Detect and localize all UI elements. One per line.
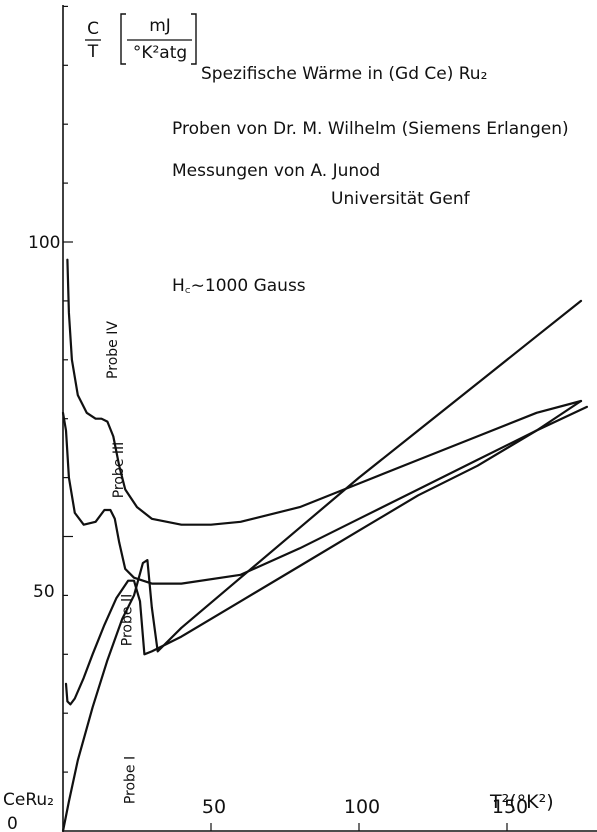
y-label-unit-top: mJ bbox=[149, 16, 171, 36]
x-tick-label: 100 bbox=[344, 796, 380, 818]
y-label-bracket-left bbox=[120, 13, 126, 65]
series-line-probe-iv bbox=[66, 258, 583, 526]
series-label: Probe I bbox=[123, 756, 139, 804]
series-line-probe-iii bbox=[61, 399, 583, 585]
y-tick-label: 50 bbox=[33, 582, 55, 602]
axis-ticks: 0 50 100 50 100 150 bbox=[7, 5, 528, 832]
annotation-university: Universität Genf bbox=[331, 189, 471, 209]
y-tick-label: 100 bbox=[28, 233, 60, 253]
annotation-field: H꜀∼1000 Gauss bbox=[172, 276, 306, 296]
x-tick-label: 150 bbox=[492, 796, 528, 818]
annotation-samples: Proben von Dr. M. Wilhelm (Siemens Erlan… bbox=[172, 119, 569, 139]
x-tick-label: 50 bbox=[202, 796, 226, 818]
series-label: Probe IV bbox=[105, 321, 121, 379]
y-axis-unit-label: C T mJ °K²atg bbox=[85, 13, 197, 65]
y-tick-label: 0 bbox=[7, 814, 18, 832]
cerur2-label: CeRu₂ bbox=[3, 790, 54, 810]
y-label-frac-bottom: T bbox=[87, 42, 99, 62]
series-line-probe-i bbox=[61, 299, 583, 832]
series-labels: Probe IV Probe III Probe II Probe I bbox=[105, 321, 139, 805]
y-label-bracket-right bbox=[191, 13, 197, 65]
series-label: Probe III bbox=[111, 442, 127, 499]
series-line-probe-ii bbox=[64, 405, 588, 706]
series-label: Probe II bbox=[120, 594, 136, 646]
data-curves bbox=[61, 258, 588, 832]
chart-title: Spezifische Wärme in (Gd Ce) Ru₂ bbox=[201, 64, 487, 84]
annotation-measurements: Messungen von A. Junod bbox=[172, 161, 380, 181]
x-axis-label: T²(°K²) bbox=[489, 791, 554, 813]
y-label-unit-bottom: °K²atg bbox=[133, 43, 187, 63]
y-label-frac-top: C bbox=[87, 19, 99, 39]
